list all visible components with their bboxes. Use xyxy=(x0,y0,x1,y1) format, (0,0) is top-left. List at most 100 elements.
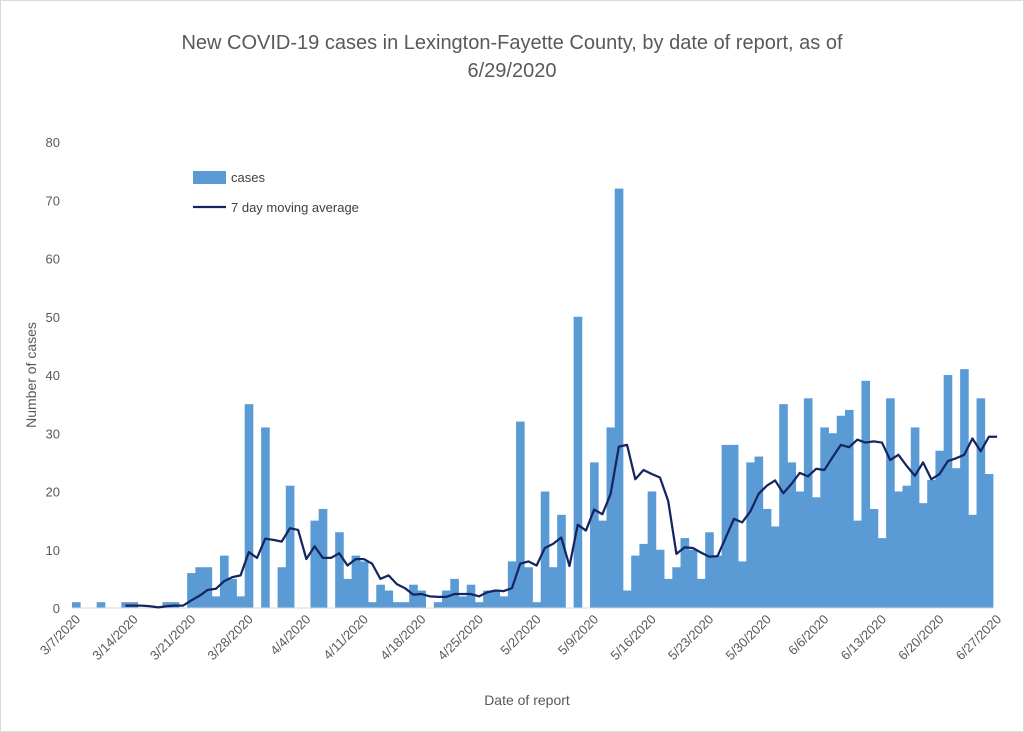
bar-cases xyxy=(614,188,624,608)
bar-cases xyxy=(894,491,903,608)
bar-cases xyxy=(672,567,681,608)
bar-cases xyxy=(746,462,755,609)
bar-cases xyxy=(228,578,237,609)
bar-series-cases xyxy=(72,188,994,609)
bar-cases xyxy=(244,404,254,609)
x-tick-label: 4/4/2020 xyxy=(267,612,313,658)
bar-cases xyxy=(754,456,764,608)
chart-title-line-2: 6/29/2020 xyxy=(468,60,557,82)
x-tick-label: 5/16/2020 xyxy=(607,612,659,664)
bar-cases xyxy=(976,398,986,608)
y-tick-label: 80 xyxy=(46,135,60,150)
bar-cases xyxy=(721,444,731,608)
bar-cases xyxy=(162,602,172,608)
bar-cases xyxy=(935,450,945,608)
bar-cases xyxy=(483,590,492,608)
bar-cases xyxy=(795,491,805,608)
bar-cases xyxy=(869,508,879,608)
bar-cases xyxy=(927,479,936,608)
x-tick-label: 3/28/2020 xyxy=(204,612,256,664)
bar-cases xyxy=(828,433,838,608)
bar-cases xyxy=(261,427,270,608)
legend-label-cases: cases xyxy=(231,170,265,185)
bar-cases xyxy=(466,584,476,608)
y-tick-label: 10 xyxy=(46,543,60,558)
x-tick-label: 5/23/2020 xyxy=(665,612,717,664)
bar-cases xyxy=(762,508,772,608)
bar-cases xyxy=(598,520,607,609)
bar-cases xyxy=(499,596,509,608)
bar-cases xyxy=(622,590,632,608)
bar-cases xyxy=(820,427,829,608)
bar-cases xyxy=(400,602,410,608)
bar-cases xyxy=(474,602,484,608)
bar-cases xyxy=(195,567,204,608)
bar-cases xyxy=(392,602,402,608)
bar-cases xyxy=(631,555,640,608)
bar-cases xyxy=(770,526,780,608)
bar-cases xyxy=(680,538,690,608)
y-tick-label: 20 xyxy=(46,485,60,500)
legend: cases 7 day moving average xyxy=(193,170,359,215)
bar-cases xyxy=(524,567,533,608)
bar-cases xyxy=(844,409,854,608)
bar-cases xyxy=(384,590,394,608)
y-axis-title: Number of cases xyxy=(23,322,39,428)
bar-cases xyxy=(211,596,221,608)
bar-cases xyxy=(664,578,673,609)
bar-cases xyxy=(557,514,566,608)
bar-cases xyxy=(516,421,525,608)
bar-cases xyxy=(376,584,385,608)
bar-cases xyxy=(779,404,788,609)
bar-cases xyxy=(836,415,846,608)
bar-cases xyxy=(277,567,287,608)
y-tick-label: 50 xyxy=(46,310,60,325)
bar-cases xyxy=(335,532,344,608)
bar-cases xyxy=(984,474,994,608)
bar-cases xyxy=(886,398,895,608)
x-tick-label: 3/7/2020 xyxy=(37,612,83,658)
x-tick-label: 5/30/2020 xyxy=(722,612,774,664)
x-tick-label: 4/18/2020 xyxy=(377,612,429,664)
bar-cases xyxy=(285,485,295,608)
y-tick-label: 0 xyxy=(53,601,60,616)
bar-cases xyxy=(351,555,361,608)
bar-cases xyxy=(688,549,698,608)
bar-cases xyxy=(968,514,977,608)
bar-cases xyxy=(187,573,196,608)
x-tick-label: 5/9/2020 xyxy=(555,612,601,658)
bar-cases xyxy=(877,538,887,608)
bar-cases xyxy=(409,584,418,608)
x-tick-label: 3/21/2020 xyxy=(147,612,199,664)
bar-cases xyxy=(343,578,352,609)
bar-cases xyxy=(442,590,451,608)
bar-cases xyxy=(310,520,320,609)
bar-cases xyxy=(236,596,246,608)
x-tick-label: 5/2/2020 xyxy=(497,612,543,658)
bar-cases xyxy=(787,462,797,609)
bar-cases xyxy=(96,602,106,608)
bar-cases xyxy=(532,602,542,608)
bar-cases xyxy=(861,380,871,608)
bar-cases xyxy=(902,485,912,608)
bar-cases xyxy=(738,561,747,608)
bar-cases xyxy=(655,549,665,608)
y-tick-label: 60 xyxy=(46,252,60,267)
bar-cases xyxy=(573,316,583,608)
bar-cases xyxy=(705,532,714,608)
bar-cases xyxy=(853,520,862,609)
x-tick-label: 6/6/2020 xyxy=(785,612,831,658)
legend-swatch-cases xyxy=(193,171,226,184)
bar-cases xyxy=(203,567,213,608)
bar-cases xyxy=(606,427,616,608)
x-tick-label: 4/11/2020 xyxy=(320,612,371,663)
x-axis-title: Date of report xyxy=(484,692,570,708)
bar-cases xyxy=(639,543,649,608)
y-tick-label: 30 xyxy=(46,426,60,441)
bar-cases xyxy=(647,491,657,608)
bar-cases xyxy=(696,578,706,609)
bar-cases xyxy=(943,375,953,608)
x-tick-label: 4/25/2020 xyxy=(435,612,487,664)
